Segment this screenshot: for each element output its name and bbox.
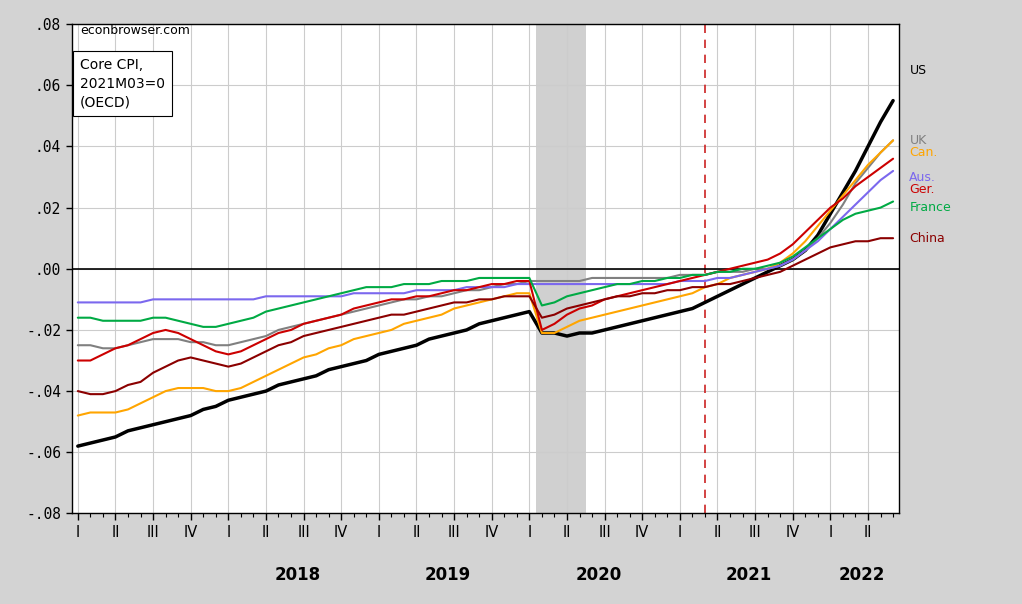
- Text: econbrowser.com: econbrowser.com: [80, 24, 190, 37]
- Text: 2018: 2018: [274, 566, 320, 584]
- Bar: [536, 24, 586, 513]
- Text: Ger.: Ger.: [910, 183, 935, 196]
- Text: Core CPI,
2021M03=0
(OECD): Core CPI, 2021M03=0 (OECD): [80, 59, 165, 109]
- Text: 2022: 2022: [838, 566, 885, 584]
- Text: Can.: Can.: [910, 146, 938, 159]
- Text: 2021: 2021: [726, 566, 772, 584]
- Text: 2020: 2020: [575, 566, 621, 584]
- Text: Aus.: Aus.: [910, 170, 936, 184]
- Text: 2019: 2019: [425, 566, 471, 584]
- Text: China: China: [910, 232, 945, 245]
- Text: US: US: [910, 63, 927, 77]
- Text: UK: UK: [910, 134, 927, 147]
- Text: France: France: [910, 201, 951, 214]
